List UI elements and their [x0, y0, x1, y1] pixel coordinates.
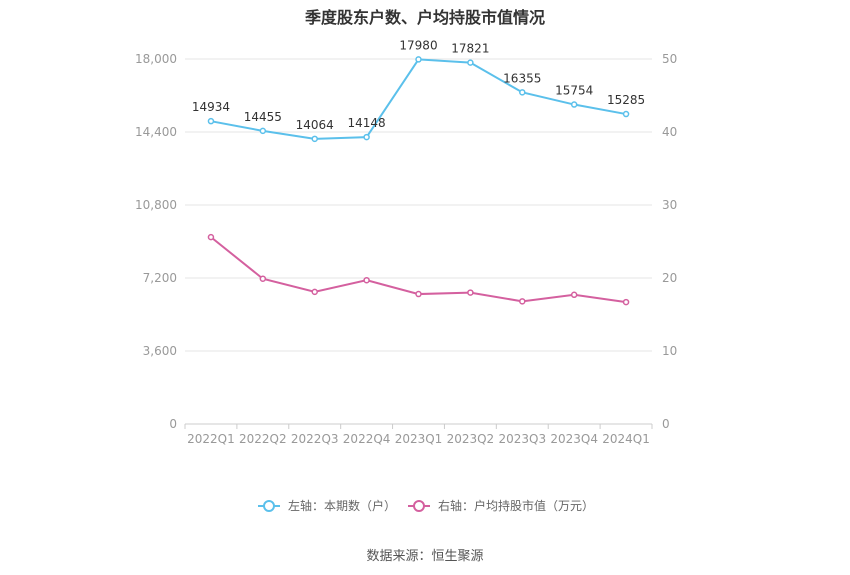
x-tick-label: 2023Q1	[395, 432, 443, 446]
data-point	[519, 89, 526, 96]
data-point	[570, 101, 578, 108]
data-label: 17821	[451, 42, 489, 56]
left-axis-ticks: 0 3,600 7,200 10,800 14,400 18,000	[135, 52, 177, 431]
right-tick-label: 40	[662, 125, 677, 139]
left-tick-label: 18,000	[135, 52, 177, 66]
right-axis-ticks: 0 10 20 30 40 50	[662, 52, 677, 431]
x-tick-label: 2024Q1	[602, 432, 650, 446]
data-point	[467, 59, 474, 66]
right-tick-label: 20	[662, 271, 677, 285]
right-tick-label: 0	[662, 417, 670, 431]
x-tick-label: 2023Q4	[550, 432, 598, 446]
legend-label: 右轴：户均持股市值（万元）	[438, 498, 594, 513]
data-label: 17980	[399, 38, 437, 52]
x-tick-label: 2022Q1	[187, 432, 235, 446]
data-label: 14934	[192, 100, 230, 114]
right-tick-label: 50	[662, 52, 677, 66]
data-point	[570, 291, 578, 299]
left-tick-label: 0	[169, 417, 177, 431]
data-point	[622, 298, 630, 306]
left-tick-label: 7,200	[143, 271, 177, 285]
series-line-1	[210, 58, 627, 140]
data-point	[311, 135, 318, 143]
x-axis-ticks: 2022Q1 2022Q2 2022Q3 2022Q4 2023Q1 2023Q2 2023…	[187, 432, 650, 446]
series-group: 14934 14455 14064 14148 17980 17821 16355 15754…	[192, 38, 645, 306]
data-label: 15754	[555, 84, 593, 98]
data-source: 数据来源：恒生聚源	[366, 549, 484, 564]
grid-lines	[185, 58, 652, 352]
data-point	[363, 276, 370, 284]
axes	[184, 423, 653, 429]
data-point	[622, 110, 630, 118]
data-point	[311, 288, 318, 296]
data-point	[207, 233, 215, 241]
data-point	[519, 298, 526, 305]
x-tick-label: 2023Q3	[498, 432, 546, 446]
data-point	[415, 290, 422, 298]
data-label: 14148	[348, 116, 386, 130]
legend-marker	[263, 500, 275, 512]
data-point	[415, 56, 422, 63]
x-tick-label: 2022Q4	[343, 432, 391, 446]
chart-title: 季度股东户数、户均持股市值情况	[304, 8, 545, 27]
data-point	[259, 127, 267, 135]
data-label: 15285	[607, 93, 645, 107]
data-label: 16355	[503, 71, 541, 85]
legend-label: 左轴：本期数（户）	[288, 498, 396, 513]
data-label: 14455	[244, 110, 282, 124]
x-tick-label: 2022Q2	[239, 432, 287, 446]
left-tick-label: 10,800	[135, 198, 177, 212]
left-tick-label: 3,600	[143, 344, 177, 358]
data-point	[467, 289, 474, 296]
legend-marker	[413, 500, 425, 512]
x-tick-label: 2022Q3	[291, 432, 339, 446]
legend: 左轴：本期数（户） 右轴：户均持股市值（万元）	[258, 498, 594, 513]
right-tick-label: 30	[662, 198, 677, 212]
data-point	[363, 133, 370, 141]
right-tick-label: 10	[662, 344, 677, 358]
data-point	[207, 117, 215, 125]
data-point	[259, 275, 267, 282]
x-tick-label: 2023Q2	[447, 432, 495, 446]
data-label: 14064	[296, 118, 334, 132]
left-tick-label: 14,400	[135, 125, 177, 139]
